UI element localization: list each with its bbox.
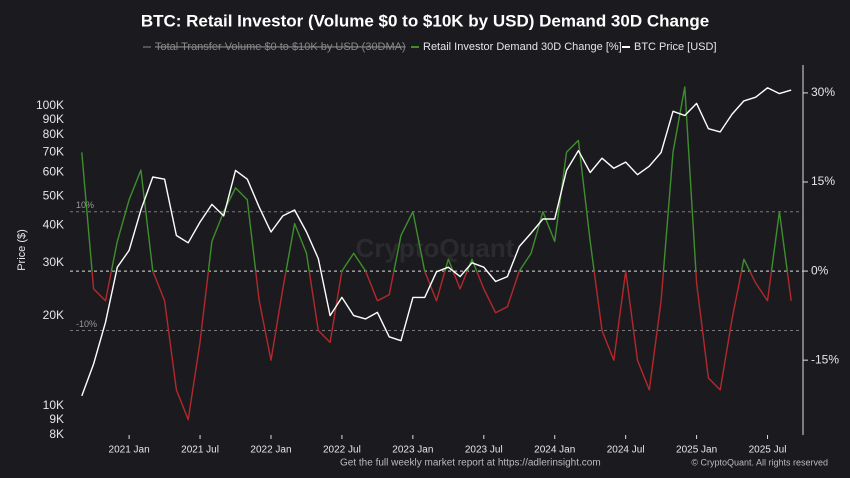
footer: Get the full weekly market report at htt… xyxy=(340,458,601,469)
y2-tick-label: 15% xyxy=(811,174,835,188)
x-tick-label: 2021 Jan xyxy=(109,445,150,456)
watermark: CryptoQuant xyxy=(356,233,515,263)
x-tick-label: 2024 Jan xyxy=(534,445,575,456)
y-tick-label: 70K xyxy=(43,145,64,159)
y2-tick-label: 30% xyxy=(811,85,835,99)
x-tick-label: 2023 Jul xyxy=(465,445,503,456)
x-tick-label: 2022 Jul xyxy=(323,445,361,456)
series-line xyxy=(81,87,792,397)
x-tick-label: 2025 Jul xyxy=(749,445,787,456)
reference-label: -10% xyxy=(76,319,97,329)
y-tick-label: 50K xyxy=(43,188,64,202)
y-tick-label: 8K xyxy=(49,427,64,441)
legend: Total Transfer Volume $0 to $10K by USD … xyxy=(143,41,717,53)
y2-tick-label: 0% xyxy=(811,263,829,277)
y-tick-label: 20K xyxy=(43,308,64,322)
legend-label[interactable]: BTC Price [USD] xyxy=(634,41,717,53)
legend-label[interactable]: Retail Investor Demand 30D Change [%] xyxy=(423,41,622,53)
y-tick-label: 100K xyxy=(36,98,64,112)
x-tick-label: 2025 Jan xyxy=(676,445,717,456)
y-tick-label: 40K xyxy=(43,218,64,232)
y-tick-label: 80K xyxy=(43,127,64,141)
y2-tick-label: -15% xyxy=(811,352,839,366)
y-axis-label: Price ($) xyxy=(16,229,28,271)
reference-label: 10% xyxy=(76,200,94,210)
y-tick-label: 30K xyxy=(43,255,64,269)
series-line xyxy=(81,86,792,421)
y-tick-label: 60K xyxy=(43,165,64,179)
x-tick-label: 2023 Jan xyxy=(392,445,433,456)
y-tick-label: 90K xyxy=(43,112,64,126)
x-tick-label: 2021 Jul xyxy=(181,445,219,456)
y-tick-label: 9K xyxy=(49,412,64,426)
x-tick-label: 2024 Jul xyxy=(607,445,645,456)
copyright: © CryptoQuant. All rights reserved xyxy=(691,457,828,467)
chart-title: BTC: Retail Investor (Volume $0 to $10K … xyxy=(141,11,709,30)
x-tick-label: 2022 Jan xyxy=(250,445,291,456)
y-tick-label: 10K xyxy=(43,398,64,412)
